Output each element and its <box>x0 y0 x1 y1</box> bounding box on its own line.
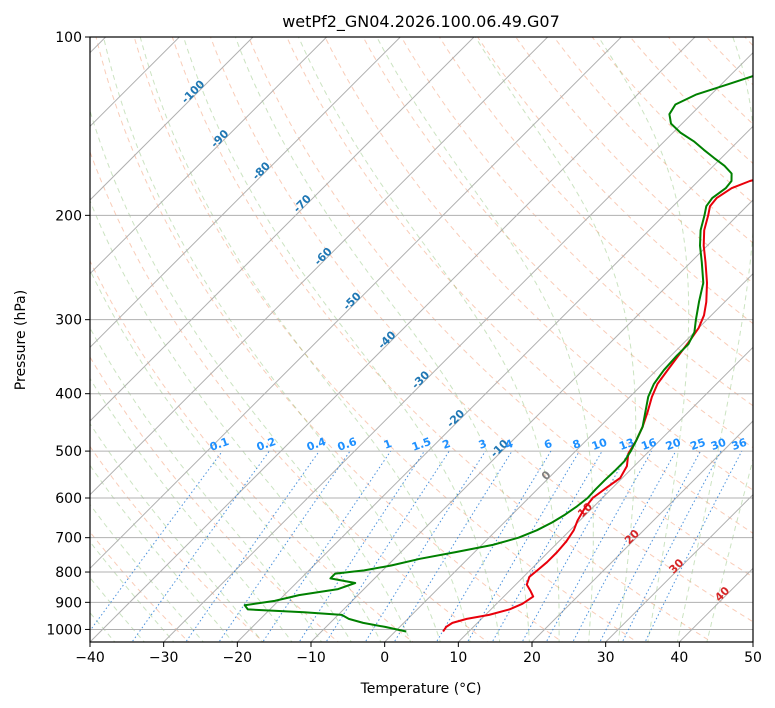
x-tick-label: 50 <box>744 650 762 666</box>
y-tick-label: 900 <box>55 595 82 611</box>
mixing-ratio-line <box>298 450 425 642</box>
moist-adiabat <box>103 37 441 642</box>
mixing-ratio-label: 2 <box>441 437 453 452</box>
moist-adiabat <box>90 327 323 642</box>
x-tick-label: 10 <box>449 650 467 666</box>
mixing-ratio-label: 0.6 <box>336 435 359 454</box>
mixing-ratio-label: 20 <box>664 436 683 454</box>
isotherm-line <box>310 199 753 642</box>
isobars <box>90 37 753 630</box>
dry-adiabat <box>324 37 753 491</box>
isotherm-line <box>604 493 753 642</box>
mixing-ratio-label: 3 <box>477 437 489 452</box>
isotherm-line <box>236 125 753 642</box>
mixing-ratio-label: 0.4 <box>305 435 328 454</box>
mixing-ratio-line <box>131 450 270 642</box>
mixing-ratio-label: 6 <box>542 437 554 452</box>
mixing-ratio-line <box>185 450 320 642</box>
moist-adiabat <box>474 37 637 642</box>
plot-background <box>90 37 753 642</box>
mixing-ratio-line <box>393 450 513 642</box>
mixing-ratio-line <box>262 450 392 642</box>
mixing-ratio-label: 1 <box>382 437 394 452</box>
mixing-ratio-label: 0.1 <box>208 435 231 454</box>
x-tick-label: −40 <box>75 650 105 666</box>
x-tick-label: 0 <box>380 650 389 666</box>
plot-frame <box>89 36 754 643</box>
mixing-ratio-line <box>599 450 701 642</box>
profiles <box>243 74 753 633</box>
mixing-ratio-line <box>325 450 450 642</box>
dry-adiabat <box>286 37 753 534</box>
x-tick-label: −20 <box>223 650 253 666</box>
chart-title: wetPf2_GN04.2026.100.06.49.G07 <box>282 12 560 32</box>
mixing-ratio-line <box>218 450 351 642</box>
y-tick-label: 1000 <box>46 622 82 638</box>
isotherm-line <box>90 37 696 642</box>
isotherm-line <box>90 37 328 275</box>
moist-adiabat <box>139 37 471 642</box>
x-tick-label: −30 <box>149 650 179 666</box>
mixing-ratio-labels: 0.1 0.2 0.4 0.6 1 1.5 2 3 4 6 8 10 13 16 20 25 30 36 <box>208 435 749 454</box>
isotherm-line <box>90 37 549 496</box>
y-tick-label: 600 <box>55 491 82 507</box>
moist-adiabat <box>90 377 293 642</box>
moist-adiabat <box>598 37 690 642</box>
mixing-ratio-line <box>621 450 722 642</box>
mixing-ratio-label: 36 <box>730 436 749 454</box>
x-tick-label: 20 <box>523 650 541 666</box>
mixing-ratio-line <box>364 450 486 642</box>
isotherm-line <box>162 51 753 642</box>
dry-adiabat <box>400 37 753 407</box>
x-tick-label: −10 <box>296 650 326 666</box>
isotherm-line <box>90 37 475 422</box>
mixing-ratio-line <box>466 450 580 642</box>
mixing-ratio-line <box>90 450 223 632</box>
mixing-ratio-label: 10 <box>590 436 609 454</box>
y-tick-label: 400 <box>55 387 82 403</box>
mixing-ratio-lines <box>90 450 743 642</box>
mixing-ratio-line <box>572 450 677 642</box>
x-axis-label: Temperature (°C) <box>360 681 482 697</box>
y-tick-label: 200 <box>55 208 82 224</box>
y-axis-label: Pressure (hPa) <box>13 290 29 390</box>
dry-adiabat <box>248 37 753 578</box>
dewpoint-profile <box>243 74 753 633</box>
x-axis: −40 −30 −20 −10 0 10 20 30 40 50 <box>75 642 762 666</box>
mixing-ratio-label: 8 <box>571 437 583 452</box>
y-tick-label: 500 <box>55 444 82 460</box>
isotherm-line <box>90 37 623 570</box>
dry-adiabat <box>209 37 753 623</box>
mixing-ratio-label: 30 <box>709 436 728 454</box>
mixing-ratio-label: 4 <box>503 437 515 452</box>
moist-adiabat <box>376 37 594 642</box>
mixing-ratio-label: 0.2 <box>255 435 278 454</box>
isotherm-line <box>531 420 753 642</box>
mixing-ratio-label: 25 <box>688 436 707 453</box>
isotherms <box>90 37 753 642</box>
x-tick-label: 30 <box>597 650 615 666</box>
y-tick-label: 100 <box>55 30 82 46</box>
y-axis: 100 200 300 400 500 600 700 800 900 1000 <box>46 30 90 638</box>
y-tick-label: 300 <box>55 313 82 329</box>
isotherm-line <box>90 37 254 201</box>
y-tick-label: 700 <box>55 531 82 547</box>
isotherm-line <box>457 346 753 642</box>
moist-adiabat <box>298 37 560 642</box>
mixing-ratio-label: 1.5 <box>410 435 433 454</box>
moist-adiabat <box>183 37 501 642</box>
x-tick-label: 40 <box>670 650 688 666</box>
isotherm-line <box>90 37 402 349</box>
temperature-profile <box>442 179 753 633</box>
plot-area: -100-90-80-70-60-50-40-30-20-10010203040… <box>90 37 753 642</box>
mixing-ratio-label: 16 <box>639 436 658 454</box>
dry-adiabat <box>90 150 489 642</box>
moist-adiabat <box>90 269 352 642</box>
y-tick-label: 800 <box>55 565 82 581</box>
dry-adiabat <box>171 37 713 642</box>
